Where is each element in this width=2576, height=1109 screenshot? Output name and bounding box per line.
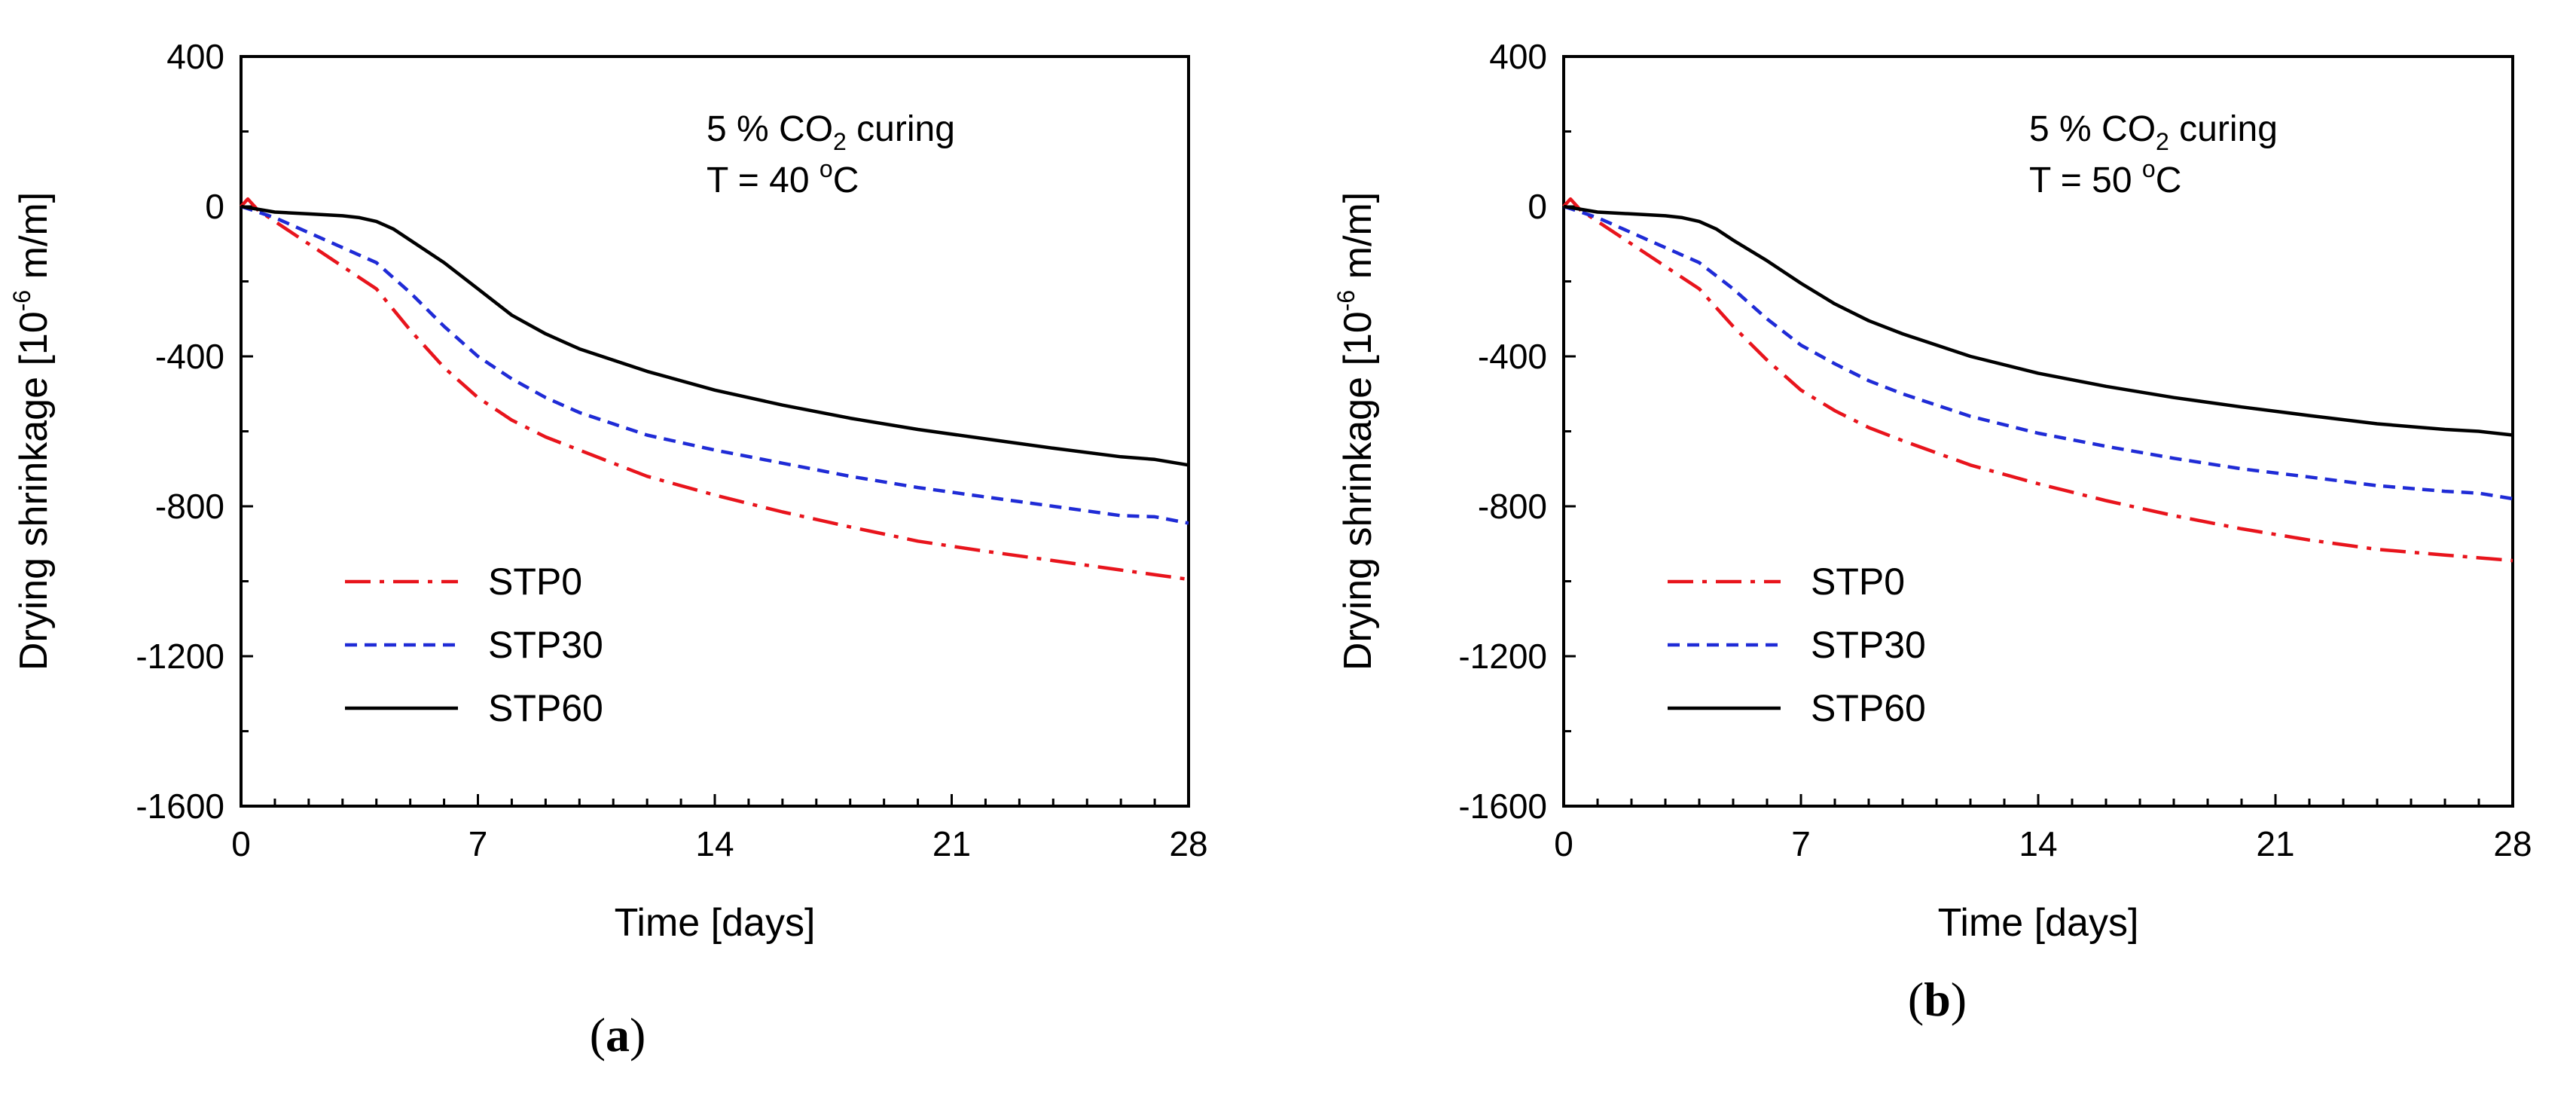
x-tick-label: 28 [2493,824,2532,863]
panel-label: (a) [590,1008,646,1062]
annotation-line-2: T = 50 oC [2029,155,2181,200]
x-axis-label: Time [days] [1938,901,2139,945]
annotation-line-2: T = 40 oC [707,155,859,200]
legend-label-stp0: STP0 [1811,561,1905,603]
y-axis-label-suffix: m/m] [1336,192,1380,290]
series-line-stp30 [1563,204,2513,501]
panel-label-open: ( [1908,973,1924,1026]
y-tick-label: 400 [166,37,224,76]
legend-label-stp30: STP30 [1811,624,1926,666]
y-tick-label: -400 [1478,337,1547,376]
annotation-co2-sub: 2 [833,128,847,155]
legend-label-stp60: STP60 [488,687,603,729]
annotation-temp-unit: C [2156,160,2182,200]
x-tick-label: 7 [469,824,488,863]
panel-label-letter: a [606,1008,630,1062]
panel-label: (b) [1908,973,1967,1026]
y-axis-label: Drying shrinkage [10-6 m/m] [8,192,56,671]
y-tick-label: -400 [155,337,224,376]
y-tick-label: 0 [205,187,224,226]
legend-label-stp0: STP0 [488,561,582,603]
y-tick-label: 0 [1528,187,1547,226]
panel-label-open: ( [590,1008,606,1062]
legend: STP0 STP30 STP60 [345,561,603,729]
annotation-temp-unit: C [833,160,859,200]
y-tick-label: -800 [155,487,224,526]
series-line-stp30 [240,204,1189,525]
x-tick-label: 21 [2256,824,2294,863]
x-axis-label: Time [days] [615,901,816,945]
x-tick-label: 14 [2019,824,2057,863]
x-tick-label: 21 [932,824,971,863]
y-axis-label-sup: -6 [8,290,35,311]
annotation-temp: T = 50 [2029,160,2142,200]
series-line-stp60 [1563,204,2513,437]
series-line-stp60 [240,204,1189,467]
annotation-curing: curing [847,109,955,149]
legend-label-stp30: STP30 [488,624,603,666]
annotation-co2: 5 % CO [2029,109,2156,149]
y-tick-label: -1200 [1458,637,1547,676]
panel-label-close: ) [1951,973,1967,1026]
series-line-stp0 [1562,197,2513,563]
annotation-line-1: 5 % CO2 curing [707,109,955,155]
panel-label-close: ) [630,1008,646,1062]
x-tick-label: 0 [231,824,251,863]
annotation-temp-sup: o [819,155,833,182]
legend: STP0 STP30 STP60 [1668,561,1926,729]
series-line-stp0 [240,197,1189,582]
x-tick-label: 7 [1791,824,1811,863]
y-tick-label: -1600 [1458,787,1547,826]
y-axis-label: Drying shrinkage [10-6 m/m] [1332,192,1380,671]
panel-label-letter: b [1924,973,1951,1026]
annotation-line-1: 5 % CO2 curing [2029,109,2278,155]
x-tick-label: 28 [1169,824,1207,863]
y-tick-label: -800 [1478,487,1547,526]
y-axis-label-suffix: m/m] [12,192,56,290]
annotation-co2-sub: 2 [2156,128,2169,155]
y-tick-label: -1200 [136,637,224,676]
legend-label-stp60: STP60 [1811,687,1926,729]
y-axis-label-sup: -6 [1332,290,1360,311]
annotation-co2: 5 % CO [707,109,833,149]
y-tick-label: -1600 [136,787,224,826]
annotation-temp: T = 40 [707,160,819,200]
y-axis-label-prefix: Drying shrinkage [10 [12,311,56,671]
x-tick-label: 0 [1554,824,1573,863]
annotation-curing: curing [2169,109,2278,149]
y-axis-label-prefix: Drying shrinkage [10 [1336,311,1380,671]
annotation-temp-sup: o [2142,155,2156,182]
x-tick-label: 14 [695,824,734,863]
y-tick-label: 400 [1489,37,1547,76]
